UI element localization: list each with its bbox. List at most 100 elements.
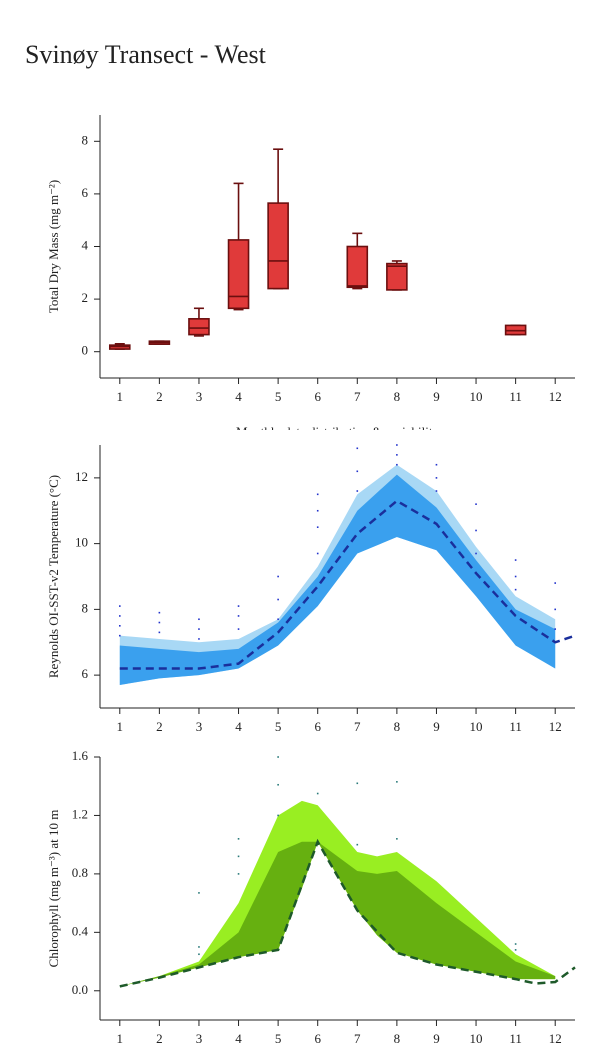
y-tick-label: 0 — [82, 343, 89, 358]
x-tick-label: 7 — [354, 389, 361, 404]
dot — [396, 781, 398, 783]
dot — [356, 447, 359, 450]
band — [119, 841, 556, 987]
dot — [237, 855, 240, 858]
x-tick-label: 11 — [509, 719, 522, 734]
x-tick-label: 10 — [470, 389, 483, 404]
mean-line — [119, 499, 576, 670]
x-tick-label: 4 — [235, 389, 242, 404]
y-tick-label: 8 — [82, 132, 89, 147]
mask — [0, 430, 600, 444]
dot — [514, 949, 517, 951]
dot — [356, 490, 359, 492]
dot — [316, 792, 319, 795]
dot — [435, 490, 438, 492]
x-tick-label: 12 — [549, 389, 562, 404]
dot — [198, 946, 200, 948]
x-tick-label: 7 — [354, 1031, 361, 1046]
dot — [237, 605, 240, 607]
x-tick-label: 3 — [196, 1031, 203, 1046]
dot — [237, 628, 240, 630]
x-tick-label: 1 — [117, 1031, 124, 1046]
dot — [118, 615, 121, 617]
y-tick-label: 6 — [82, 185, 89, 200]
x-tick-label: 2 — [156, 389, 163, 404]
dot — [198, 892, 200, 894]
y-tick-label: 6 — [82, 666, 89, 681]
x-tick-label: 6 — [314, 389, 321, 404]
dot — [554, 608, 557, 611]
x-tick-label: 8 — [394, 389, 401, 404]
dot — [356, 470, 359, 473]
dot — [356, 782, 359, 785]
y-tick-label: 1.2 — [72, 806, 88, 821]
y-tick-label: 8 — [82, 600, 89, 615]
box — [267, 202, 289, 290]
x-tick-label: 3 — [196, 719, 203, 734]
y-tick-label: 0.0 — [72, 982, 88, 997]
dot — [277, 814, 279, 817]
dot — [435, 463, 438, 466]
dot — [198, 628, 200, 630]
x-tick-label: 11 — [509, 1031, 522, 1046]
y-tick-label: 12 — [75, 469, 88, 484]
dot — [396, 463, 398, 466]
x-tick-label: 6 — [314, 719, 321, 734]
dot — [475, 503, 477, 505]
x-tick-label: 10 — [470, 1031, 483, 1046]
y-tick-label: 2 — [82, 290, 89, 305]
dot — [475, 552, 477, 555]
y-tick-label: 10 — [75, 535, 88, 550]
x-tick-label: 12 — [549, 719, 562, 734]
dot — [118, 605, 121, 607]
dot — [158, 611, 161, 614]
dot — [277, 598, 279, 601]
dot — [237, 615, 240, 617]
box — [227, 239, 250, 310]
dot — [514, 943, 517, 945]
x-tick-label: 8 — [394, 1031, 401, 1046]
x-tick-label: 9 — [433, 1031, 440, 1046]
box — [188, 318, 210, 336]
band — [119, 474, 556, 685]
box — [346, 245, 369, 289]
x-tick-label: 2 — [156, 1031, 163, 1046]
dot — [316, 509, 319, 512]
dot — [475, 529, 477, 532]
dot — [118, 625, 121, 627]
dot — [396, 838, 398, 840]
dot — [435, 477, 438, 479]
box — [386, 262, 408, 291]
x-tick-label: 4 — [235, 719, 242, 734]
dot — [277, 783, 279, 786]
x-tick-label: 1 — [117, 719, 124, 734]
x-tick-label: 8 — [394, 719, 401, 734]
dot — [277, 618, 279, 621]
y-axis-label: Total Dry Mass (mg m⁻²) — [46, 180, 61, 313]
x-tick-label: 2 — [156, 719, 163, 734]
dot — [514, 575, 517, 578]
dot — [554, 628, 557, 630]
dot — [198, 618, 200, 621]
dot — [158, 621, 161, 624]
x-tick-label: 5 — [275, 1031, 282, 1046]
dot — [514, 588, 517, 591]
dot — [198, 953, 200, 956]
x-tick-label: 3 — [196, 389, 203, 404]
x-tick-label: 5 — [275, 719, 282, 734]
x-tick-label: 9 — [433, 389, 440, 404]
x-tick-label: 12 — [549, 1031, 562, 1046]
mean-line — [119, 838, 576, 988]
dot — [158, 631, 161, 634]
dot — [514, 559, 517, 561]
dot — [316, 552, 319, 555]
dot — [316, 526, 319, 528]
dot — [118, 634, 121, 637]
dot — [277, 756, 279, 758]
y-tick-label: 4 — [82, 237, 89, 252]
dot — [237, 838, 240, 840]
dot — [316, 493, 319, 496]
x-tick-label: 9 — [433, 719, 440, 734]
dot — [277, 575, 279, 578]
